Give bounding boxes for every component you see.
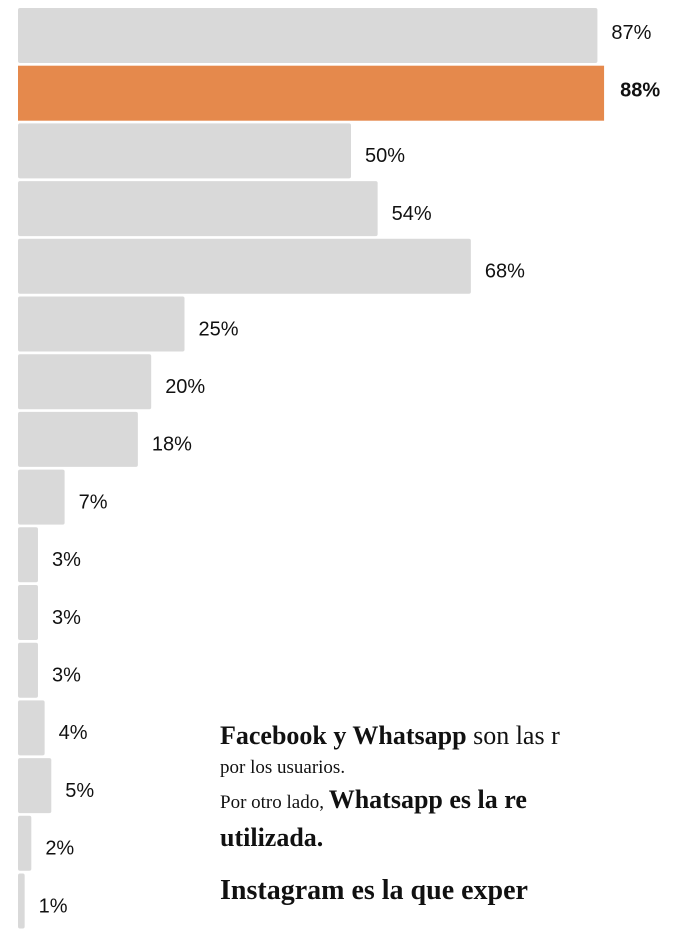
value-label: 68% [485,261,525,283]
bar [18,758,52,814]
bold-text: utilizada. [220,823,324,852]
bar [18,296,185,352]
text: son las r [466,721,560,750]
text: por los usuarios. [220,757,346,778]
paragraph: Por otro lado, Whatsapp es la re [220,782,677,821]
value-label: 4% [59,722,88,744]
bold-text: Whatsapp es la re [328,785,527,814]
bar [18,585,38,640]
bar [18,642,38,698]
value-label: 5% [65,780,94,802]
value-label: 3% [52,549,81,571]
value-label: 7% [79,491,108,513]
value-label: 54% [392,203,432,225]
value-label: 87% [611,22,651,44]
value-label: 3% [52,664,81,686]
bar [18,873,25,929]
value-label: 50% [365,145,405,167]
bar [18,123,351,179]
heading: Instagram es la que exper [220,875,528,906]
bar [18,65,605,121]
bar [18,411,138,467]
bar [18,354,152,410]
value-label: 20% [165,376,205,398]
paragraph: Facebook y Whatsapp son las r [220,718,677,754]
value-label: 25% [199,318,239,340]
value-label: 2% [45,838,74,860]
text: Por otro lado, [220,792,329,813]
bar [18,815,32,871]
value-label: 3% [52,607,81,629]
value-label: 18% [152,434,192,456]
bar [18,238,471,294]
value-label: 88% [620,79,660,101]
value-label: 1% [39,895,68,917]
bold-text: Facebook y Whatsapp [220,721,467,750]
text-block: Facebook y Whatsapp son las r por los us… [220,718,677,911]
bar [18,8,598,63]
bar [18,527,38,583]
bar [18,469,65,525]
bar [18,181,378,237]
bar [18,700,45,756]
